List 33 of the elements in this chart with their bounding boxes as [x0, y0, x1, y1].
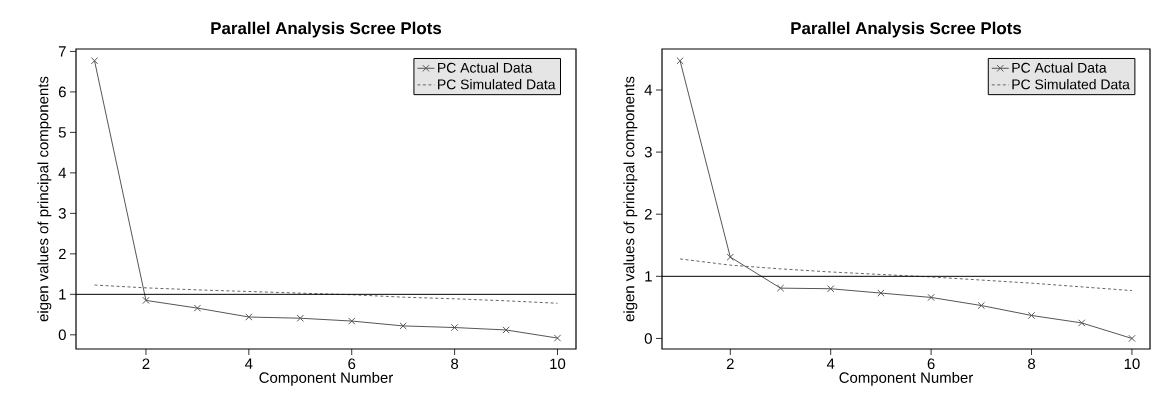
y-tick-label: 0: [644, 333, 652, 344]
chart-title: Parallel Analysis Scree Plots: [791, 21, 1022, 38]
y-tick-label: 3: [644, 146, 652, 158]
legend-label: PC Simulated Data: [1012, 79, 1130, 90]
y-axis-title: eigen values of principal components: [37, 76, 52, 322]
y-tick-label: 2: [58, 248, 66, 260]
x-tick-label: 6: [927, 358, 935, 370]
legend-label: PC Simulated Data: [438, 79, 556, 90]
x-axis-title: Component Number: [839, 371, 973, 386]
x-tick-label: 10: [1124, 358, 1140, 370]
y-tick-label: 7: [58, 46, 66, 57]
y-tick-label: 4: [644, 84, 653, 96]
y-tick-label: 3: [58, 208, 66, 219]
x-tick-label: 8: [1028, 358, 1036, 370]
legend-label: PC Actual Data: [438, 62, 533, 73]
x-tick-label: 4: [826, 358, 835, 369]
y-tick-label: 1: [59, 289, 66, 300]
x-tick-label: 2: [142, 358, 150, 369]
x-tick-label: 10: [550, 358, 566, 370]
y-tick-label: 1: [645, 271, 652, 282]
x-tick-label: 2: [726, 358, 734, 369]
x-axis-title: Component Number: [259, 371, 393, 386]
y-tick-label: 2: [644, 209, 652, 220]
y-tick-label: 6: [58, 86, 66, 98]
chart-title: Parallel Analysis Scree Plots: [211, 21, 442, 38]
y-tick-label: 0: [58, 329, 66, 341]
x-tick-label: 4: [245, 358, 253, 369]
legend-label: PC Actual Data: [1012, 62, 1107, 73]
x-tick-label: 8: [451, 358, 459, 370]
y-tick-label: 4: [58, 167, 67, 179]
y-axis-title: eigen values of principal components: [623, 76, 638, 322]
y-tick-label: 5: [58, 127, 66, 138]
x-tick-label: 6: [348, 358, 356, 370]
